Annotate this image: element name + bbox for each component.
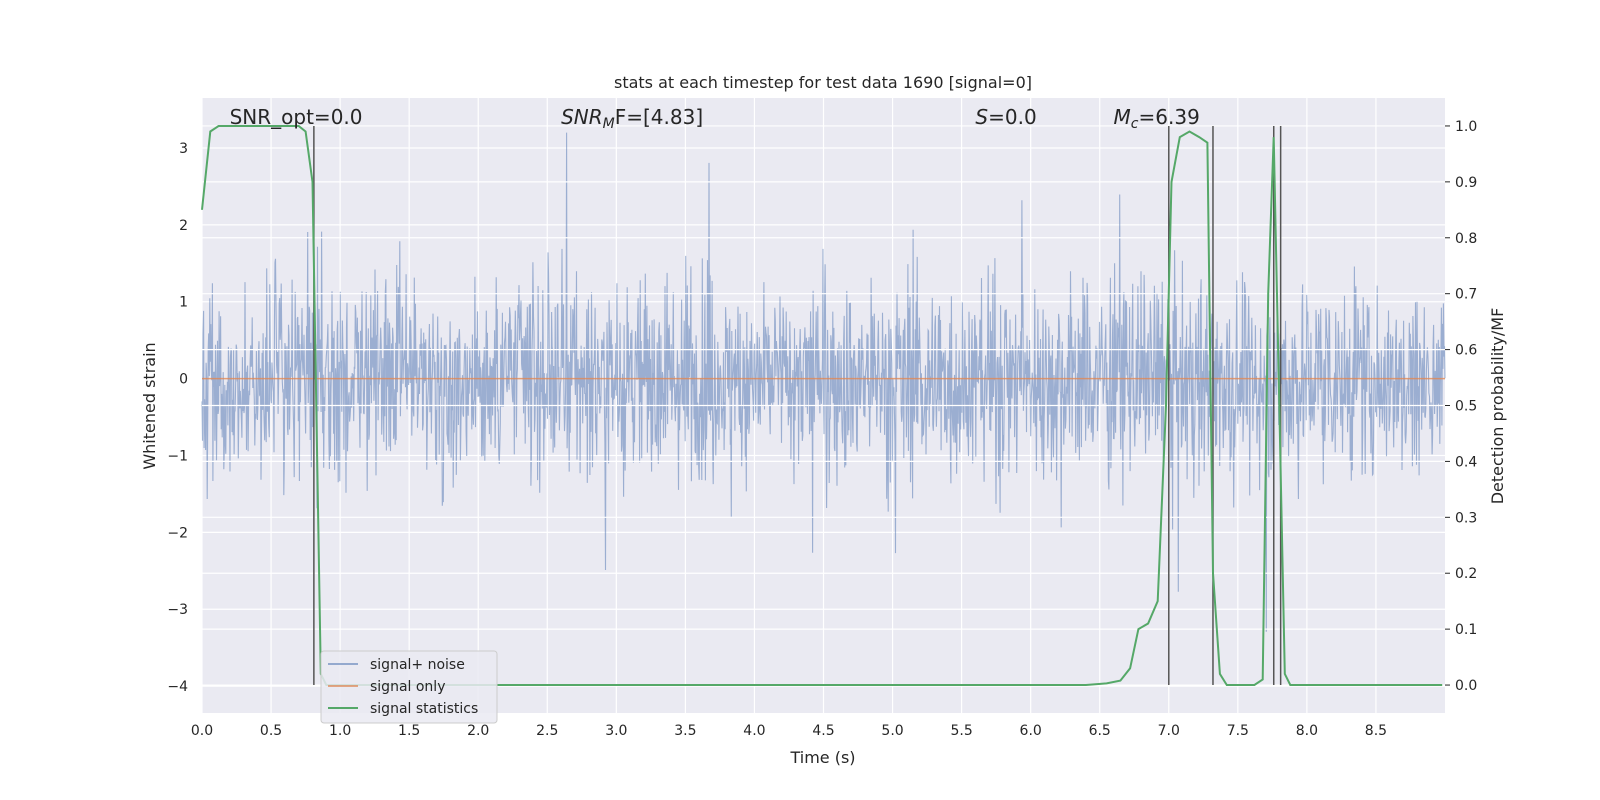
annotation: S=0.0 (975, 105, 1036, 129)
annotation: SNR_opt=0.0 (230, 105, 363, 129)
annotation: SNRMF=[4.83] (561, 105, 703, 132)
x-tick-label: 6.0 (1020, 723, 1042, 739)
x-tick-label: 5.0 (881, 723, 903, 739)
x-tick-label: 4.5 (812, 723, 834, 739)
right-tick-label: 0.2 (1455, 566, 1477, 582)
legend-label-signal: signal only (370, 679, 445, 695)
signal-statistics-series (201, 125, 1443, 686)
x-tick-label: 2.5 (536, 723, 558, 739)
y-tick-label: −2 (167, 525, 188, 541)
y-tick-label: 3 (179, 141, 188, 157)
x-tick-label: 8.5 (1365, 723, 1387, 739)
right-tick-label: 0.5 (1455, 399, 1477, 415)
right-tick-label: 0.6 (1455, 343, 1477, 359)
x-tick-label: 7.0 (1158, 723, 1180, 739)
legend-label-stats: signal statistics (370, 701, 478, 717)
x-tick-label: 1.5 (398, 723, 420, 739)
x-tick-label: 0.5 (260, 723, 282, 739)
right-tick-label: 1.0 (1455, 119, 1477, 135)
tick-labels: 0.0 0.5 1.0 1.5 2.0 2.5 3.0 3.5 4.0 4.5 5.0 5.5 6.0 6… (167, 119, 1477, 739)
y-tick-label: −1 (167, 448, 188, 464)
legend-label-noise: signal+ noise (370, 657, 465, 673)
y-tick-label: 0 (179, 372, 188, 388)
right-tick-label: 0.3 (1455, 510, 1477, 526)
right-tick-label: 0.0 (1455, 678, 1477, 694)
right-tick-label: 0.7 (1455, 287, 1477, 303)
y-tick-label: −4 (167, 679, 188, 695)
x-tick-label: 0.0 (191, 723, 213, 739)
right-tick-label: 0.1 (1455, 622, 1477, 638)
right-tick-label: 0.4 (1455, 454, 1477, 470)
legend: signal+ noise signal only signal statist… (320, 650, 498, 724)
annotations: SNR_opt=0.0 SNRMF=[4.83] S=0.0 Mc=6.39 (230, 105, 1200, 132)
y-tick-label: −3 (167, 602, 188, 618)
x-tick-label: 7.5 (1227, 723, 1249, 739)
x-tick-label: 1.0 (329, 723, 351, 739)
x-tick-label: 2.0 (467, 723, 489, 739)
right-tick-label: 0.9 (1455, 175, 1477, 191)
x-tick-label: 4.0 (743, 723, 765, 739)
signal-statistics-line (201, 125, 1443, 686)
signal-noise-series (201, 132, 1446, 632)
signal-noise-line (201, 132, 1446, 632)
chart-title: stats at each timestep for test data 169… (614, 73, 1032, 92)
x-tick-label: 6.5 (1089, 723, 1111, 739)
y-axis-label: Whitened strain (140, 342, 159, 469)
y-axis-label-right: Detection probability/MF (1488, 308, 1507, 505)
x-tick-label: 3.0 (605, 723, 627, 739)
y-tick-label: 1 (179, 295, 188, 311)
x-tick-label: 8.0 (1296, 723, 1318, 739)
y-tick-label: 2 (179, 218, 188, 234)
x-axis-label: Time (s) (789, 748, 855, 767)
x-tick-label: 3.5 (674, 723, 696, 739)
annotation: Mc=6.39 (1114, 105, 1200, 132)
right-tick-label: 0.8 (1455, 231, 1477, 247)
x-tick-label: 5.5 (950, 723, 972, 739)
legend-box (320, 650, 498, 724)
